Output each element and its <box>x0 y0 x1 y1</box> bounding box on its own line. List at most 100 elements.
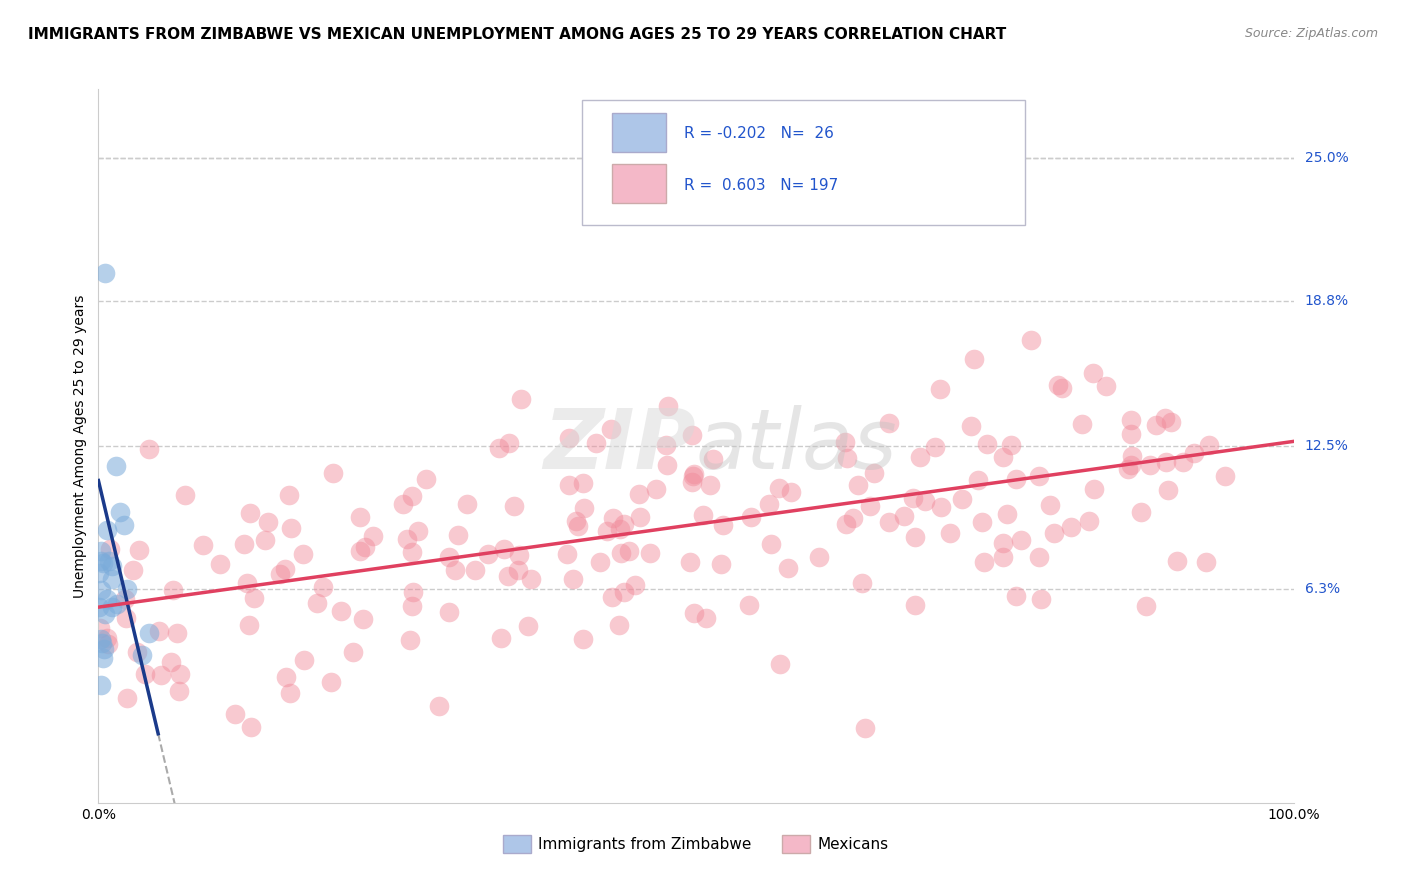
Point <box>276 670 298 684</box>
Point <box>90 582 112 597</box>
Point <box>807 549 830 564</box>
Point <box>94 607 117 621</box>
Point <box>342 645 364 659</box>
Point <box>352 612 374 626</box>
Point <box>477 547 499 561</box>
Point <box>520 572 543 586</box>
Point <box>401 489 423 503</box>
Point <box>395 532 418 546</box>
Point <box>737 598 759 612</box>
Point <box>562 572 585 586</box>
Text: 6.3%: 6.3% <box>1305 582 1340 596</box>
Point <box>655 438 678 452</box>
Point <box>558 478 581 492</box>
Point <box>1213 469 1236 483</box>
Point <box>1000 437 1022 451</box>
Point <box>150 668 173 682</box>
Point <box>90 553 112 567</box>
Point <box>257 516 280 530</box>
Point <box>100 559 122 574</box>
Point <box>125 645 148 659</box>
Point <box>1130 506 1153 520</box>
Point <box>1116 461 1139 475</box>
Point <box>232 537 254 551</box>
Point <box>555 547 578 561</box>
Point <box>138 442 160 456</box>
Point <box>761 537 783 551</box>
Point <box>94 266 117 280</box>
Point <box>224 706 246 721</box>
Point <box>349 543 371 558</box>
Point <box>1135 599 1157 614</box>
Point <box>278 488 301 502</box>
Point <box>991 536 1014 550</box>
Point <box>567 519 589 533</box>
Legend: Immigrants from Zimbabwe, Mexicans: Immigrants from Zimbabwe, Mexicans <box>498 829 894 859</box>
Point <box>976 437 998 451</box>
Point <box>1153 411 1175 425</box>
Point <box>768 481 790 495</box>
Point <box>600 590 623 604</box>
Point <box>681 475 703 489</box>
Point <box>510 392 533 407</box>
Point <box>644 482 666 496</box>
Point <box>858 499 880 513</box>
Point <box>361 529 384 543</box>
Point <box>1083 482 1105 496</box>
Point <box>1182 446 1205 460</box>
Point <box>122 563 145 577</box>
Point <box>312 580 335 594</box>
Point <box>929 500 952 515</box>
Point <box>613 585 636 599</box>
Point <box>401 544 423 558</box>
Point <box>1042 525 1064 540</box>
Point <box>973 555 995 569</box>
Point <box>564 514 586 528</box>
Point <box>502 499 524 513</box>
Point <box>679 555 702 569</box>
Point <box>904 530 927 544</box>
Point <box>846 478 869 492</box>
Text: ZIP: ZIP <box>543 406 696 486</box>
FancyBboxPatch shape <box>613 164 666 203</box>
Point <box>893 509 915 524</box>
Point <box>1198 437 1220 451</box>
Point <box>1019 333 1042 347</box>
Point <box>134 667 156 681</box>
Point <box>464 563 486 577</box>
Point <box>349 510 371 524</box>
Point <box>610 546 633 560</box>
Point <box>166 625 188 640</box>
Point <box>699 478 721 492</box>
Point <box>415 472 437 486</box>
Point <box>710 557 733 571</box>
Point <box>924 440 946 454</box>
Point <box>599 421 621 435</box>
Point <box>401 599 423 613</box>
Y-axis label: Unemployment Among Ages 25 to 29 years: Unemployment Among Ages 25 to 29 years <box>73 294 87 598</box>
Point <box>489 631 512 645</box>
Point <box>240 720 263 734</box>
Point <box>117 582 139 597</box>
Point <box>319 675 342 690</box>
Text: 25.0%: 25.0% <box>1305 152 1348 165</box>
Point <box>322 466 344 480</box>
Point <box>1119 413 1142 427</box>
Point <box>496 569 519 583</box>
Point <box>1060 519 1083 533</box>
Point <box>87 566 110 581</box>
Point <box>758 497 780 511</box>
Point <box>1139 458 1161 472</box>
Point <box>1039 499 1062 513</box>
Point <box>1047 377 1070 392</box>
Point <box>950 492 973 507</box>
Point <box>589 556 612 570</box>
Point <box>90 678 112 692</box>
Point <box>851 575 873 590</box>
Point <box>243 591 266 606</box>
Point <box>138 626 160 640</box>
Point <box>879 515 901 529</box>
Point <box>89 600 111 615</box>
Point <box>928 383 950 397</box>
Point <box>208 558 231 572</box>
